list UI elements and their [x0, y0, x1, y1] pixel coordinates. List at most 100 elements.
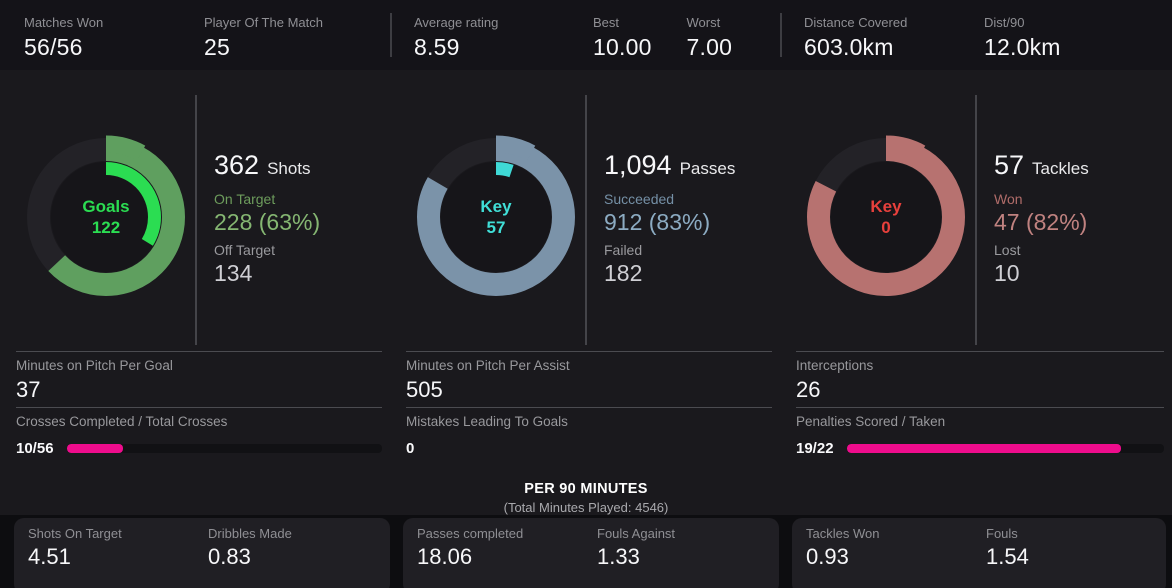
- vertical-divider: [195, 95, 197, 345]
- stat-value: 1.54: [986, 544, 1029, 569]
- segment-label: Won: [994, 191, 1023, 207]
- donut-svg: [414, 135, 578, 299]
- stat-fouls-against-p90: Fouls Against 1.33: [597, 526, 777, 588]
- donut-center-label: Goals 122: [24, 135, 188, 299]
- stat-value: 4.51: [28, 544, 71, 569]
- shots-column: Goals 122 362 Shots On Target 228 (63%) O…: [0, 70, 390, 480]
- segment-value: 10: [994, 260, 1020, 286]
- donut-center-label: Key 0: [804, 135, 968, 299]
- donut-center-title: Goals: [82, 197, 130, 216]
- row-label: Mistakes Leading To Goals: [406, 414, 568, 429]
- per90-box-shots: Shots On Target 4.51 Dribbles Made 0.83: [14, 518, 390, 588]
- stat-best-rating: Best 10.00: [593, 15, 686, 70]
- segment-label: On Target: [214, 191, 276, 207]
- stat-value: 10.00: [593, 34, 652, 60]
- stat-passes-completed-p90: Passes completed 18.06: [417, 526, 597, 588]
- total-value: 57: [994, 150, 1025, 180]
- stat-row-mistakes: Mistakes Leading To Goals 0: [406, 407, 772, 457]
- progress-track: [67, 444, 382, 453]
- stat-label: Matches Won: [24, 15, 104, 30]
- top-box-distance: Distance Covered 603.0km Dist/90 12.0km: [780, 0, 1172, 70]
- row-value: 37: [16, 377, 41, 402]
- passes-donut-panel: Key 57 1,094 Passes Succeeded 912 (83%) F…: [390, 95, 780, 345]
- segment-value: 228 (63%): [214, 209, 321, 235]
- progress-line: 19/22: [796, 440, 1164, 457]
- row-label: Minutes on Pitch Per Goal: [16, 358, 173, 373]
- vertical-divider: [975, 95, 977, 345]
- stat-row-minutes-per-goal: Minutes on Pitch Per Goal 37: [16, 351, 382, 403]
- total-unit: Tackles: [1032, 159, 1089, 178]
- stat-shots-on-target-p90: Shots On Target 4.51: [28, 526, 208, 588]
- total-line: 1,094 Passes: [604, 150, 776, 185]
- goals-donut-chart: Goals 122: [24, 135, 188, 299]
- stat-worst-rating: Worst 7.00: [687, 15, 780, 70]
- donut-center-title: Key: [480, 197, 512, 216]
- donut-hole: [51, 162, 161, 272]
- stat-row-minutes-per-assist: Minutes on Pitch Per Assist 505: [406, 351, 772, 403]
- total-value: 1,094: [604, 150, 672, 180]
- segment-label: Failed: [604, 242, 643, 258]
- stat-value: 1.33: [597, 544, 640, 569]
- per-90-stats-row: Shots On Target 4.51 Dribbles Made 0.83 …: [0, 515, 1172, 588]
- stat-label: Fouls: [986, 526, 1018, 541]
- per-90-subtitle: (Total Minutes Played: 4546): [503, 500, 669, 515]
- stat-average-rating: Average rating 8.59: [414, 15, 593, 70]
- row-label: Interceptions: [796, 358, 874, 373]
- stat-label: Distance Covered: [804, 15, 908, 30]
- donut-notch-arc: [24, 135, 188, 299]
- vertical-divider: [390, 13, 392, 57]
- tackles-donut-chart: Key 0: [804, 135, 968, 299]
- stat-label: Player Of The Match: [204, 15, 323, 30]
- vertical-divider: [585, 95, 587, 345]
- per90-box-tackles: Tackles Won 0.93 Fouls 1.54: [792, 518, 1166, 588]
- segment-value: 912 (83%): [604, 209, 711, 235]
- charts-section: Goals 122 362 Shots On Target 228 (63%) O…: [0, 70, 1172, 480]
- stat-value: 0.93: [806, 544, 849, 569]
- progress-track: [847, 444, 1164, 453]
- row-label: Crosses Completed / Total Crosses: [16, 414, 228, 429]
- donut-center-value: 122: [91, 218, 121, 237]
- progress-value: 19/22: [796, 440, 834, 457]
- passes-column: Key 57 1,094 Passes Succeeded 912 (83%) F…: [390, 70, 780, 480]
- donut-notch-arc: [804, 135, 968, 299]
- value-line: 0: [406, 440, 772, 457]
- tackles-column: Key 0 57 Tackles Won 47 (82%) Lost 10 Int…: [780, 70, 1172, 480]
- row-small-value: 0: [406, 440, 415, 457]
- stat-label: Best: [593, 15, 620, 30]
- stat-value: 18.06: [417, 544, 473, 569]
- stat-value: 12.0km: [984, 34, 1061, 60]
- donut-center-label: Key 57: [414, 135, 578, 299]
- passes-donut-chart: Key 57: [414, 135, 578, 299]
- per90-box-passes: Passes completed 18.06 Fouls Against 1.3…: [403, 518, 779, 588]
- stat-label: Shots On Target: [28, 526, 122, 541]
- progress-fill: [67, 444, 124, 453]
- progress-value: 10/56: [16, 440, 54, 457]
- stat-matches-won: Matches Won 56/56: [24, 15, 204, 70]
- stat-label: Dribbles Made: [208, 526, 292, 541]
- stat-value: 7.00: [686, 34, 733, 60]
- stat-value: 0.83: [208, 544, 251, 569]
- stat-label: Tackles Won: [806, 526, 880, 541]
- top-stats-row: Matches Won 56/56 Player Of The Match 25…: [0, 0, 1172, 70]
- total-unit: Shots: [267, 159, 311, 178]
- stat-fouls-p90: Fouls 1.54: [986, 526, 1166, 588]
- donut-hole: [831, 162, 941, 272]
- shots-legend: 362 Shots On Target 228 (63%) Off Target …: [214, 150, 386, 287]
- stat-distance-covered: Distance Covered 603.0km: [804, 15, 984, 70]
- stat-value: 603.0km: [804, 34, 894, 60]
- vertical-divider: [780, 13, 782, 57]
- total-line: 362 Shots: [214, 150, 386, 185]
- top-box-rating: Average rating 8.59 Best 10.00 Worst 7.0…: [390, 0, 780, 70]
- stat-label: Passes completed: [417, 526, 524, 541]
- row-label: Penalties Scored / Taken: [796, 414, 946, 429]
- stat-player-of-the-match: Player Of The Match 25: [204, 15, 384, 70]
- progress-line: 10/56: [16, 440, 382, 457]
- total-value: 362: [214, 150, 260, 180]
- donut-svg: [804, 135, 968, 299]
- stat-row-penalties: Penalties Scored / Taken 19/22: [796, 407, 1164, 457]
- segment-label: Succeeded: [604, 191, 675, 207]
- per-90-title: PER 90 MINUTES: [524, 481, 648, 497]
- top-box-matches: Matches Won 56/56 Player Of The Match 25: [0, 0, 390, 70]
- stat-dribbles-made-p90: Dribbles Made 0.83: [208, 526, 388, 588]
